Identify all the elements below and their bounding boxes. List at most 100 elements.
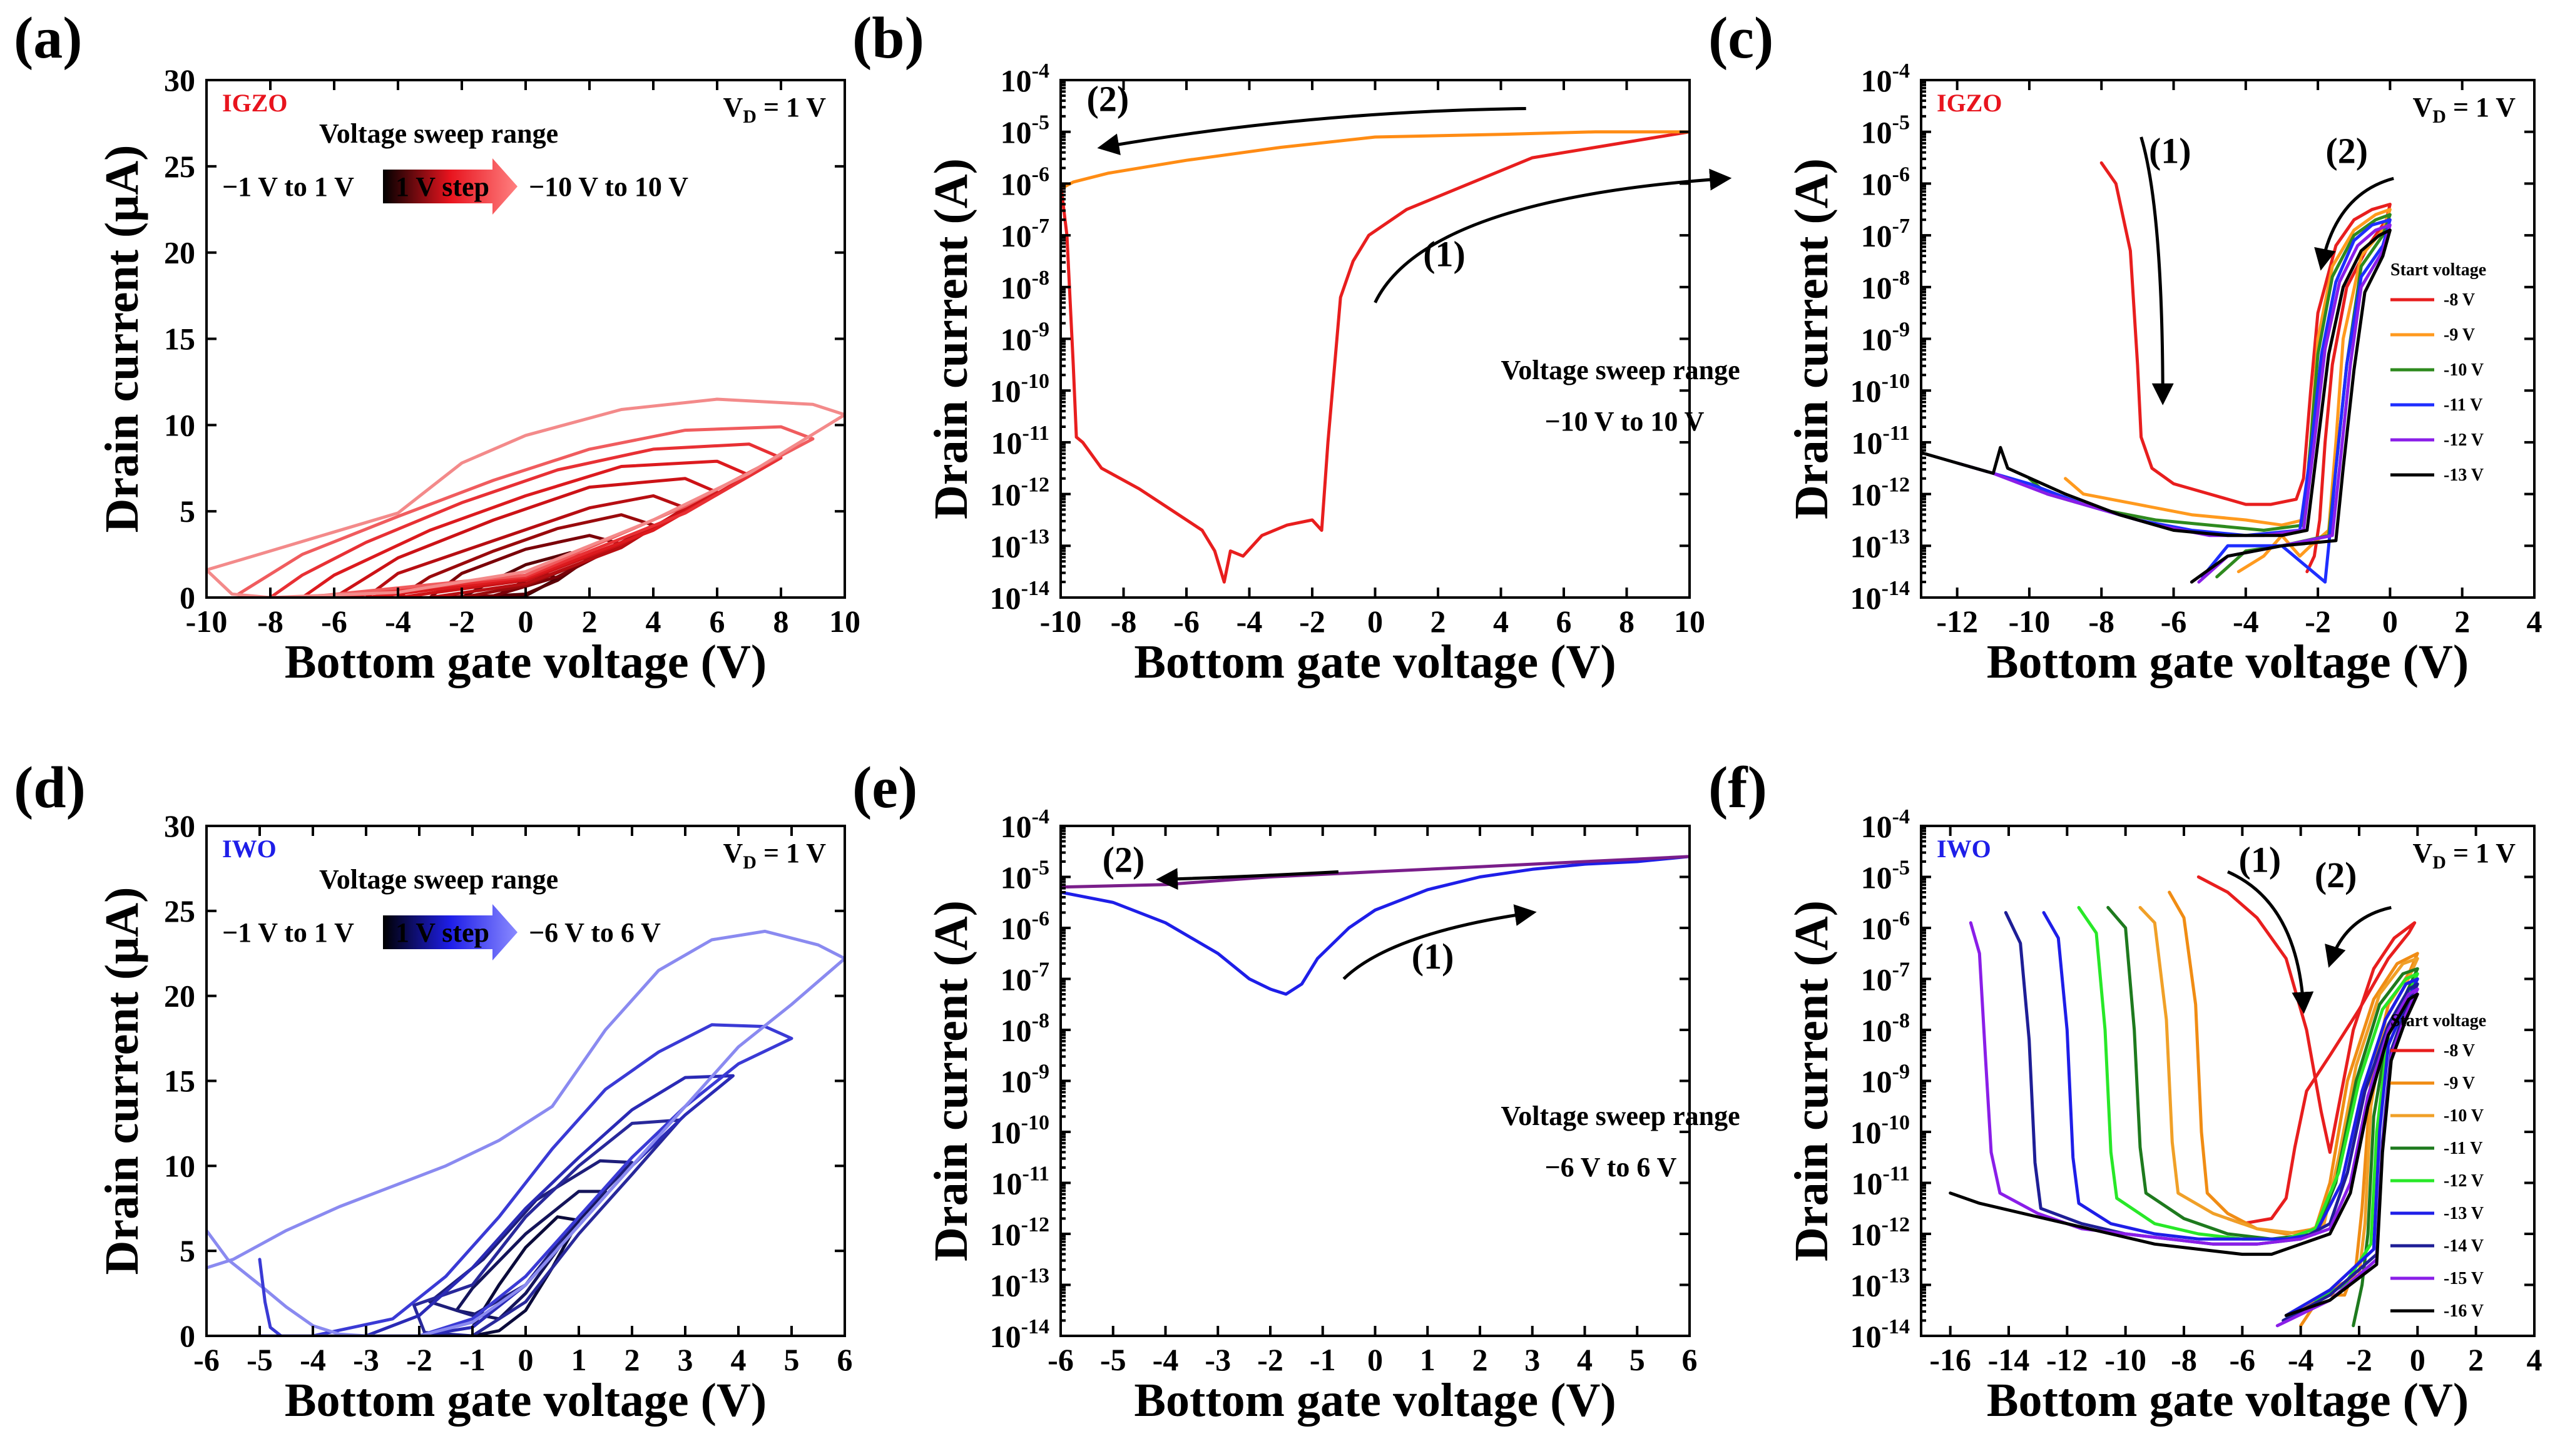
series-line-reverse [1061,130,1690,191]
legend-entry: -14 V [2444,1236,2484,1256]
x-tick-label: 6 [837,1342,853,1377]
y-tick-base: 10 [990,1319,1021,1354]
x-tick-label: 4 [1577,1342,1593,1377]
x-tick-label: 0 [1367,1342,1383,1377]
y-axis-title: Drain current (A) [925,158,977,519]
series-group [1061,855,1690,996]
y-tick-label: 10-7 [1861,215,1910,253]
y-tick-label: 10-6 [1861,907,1910,946]
x-tick-label: 0 [1367,604,1383,639]
y-tick-base: 10 [1001,63,1032,98]
sweep-to: −10 V to 10 V [529,171,688,202]
y-tick-label: 10-14 [1850,577,1910,616]
legend-entry: -12 V [2444,430,2484,450]
sweep-title: Voltage sweep range [319,864,558,895]
y-tick-base: 10 [990,529,1021,564]
series-group [1061,130,1690,584]
sweep-from: −1 V to 1 V [222,917,354,948]
series-line-9 [207,397,845,598]
y-tick-exponent: -14 [1882,1315,1910,1338]
sweep-direction-label: (1) [2239,839,2282,880]
legend-entry: -16 V [2444,1301,2484,1321]
panel-c: (c)-12 -10 -8 -6 -4 -2 0 2 410-1410-1310-1210-11… [1708,6,2542,688]
x-tick-label: -10 [186,604,228,639]
sweep-direction-label: (2) [2315,855,2357,895]
series-line--12V [1956,223,2392,584]
y-tick-label: 10-5 [1861,857,1910,895]
legend-entry: -10 V [2444,360,2484,380]
vd-subscript: D [2432,106,2446,127]
y-axis-title: Drain current (A) [1785,158,1838,519]
sweep-to: −6 V to 6 V [529,917,661,948]
y-tick-label: 10 [164,1148,195,1183]
sweep-direction-label: (1) [1423,234,1466,275]
y-tick-base: 10 [1852,425,1883,461]
legend-entry: -11 V [2444,1139,2483,1158]
y-tick-label: 10-6 [1001,163,1049,201]
x-tick-label: -2 [2305,604,2331,639]
y-tick-exponent: -11 [1883,422,1910,445]
series-line-6 [300,459,751,598]
x-tick-label: -16 [1929,1342,1971,1377]
drain-voltage-label: VD = 1 V [2412,838,2516,873]
legend-entry: -15 V [2444,1269,2484,1288]
x-tick-label: 4 [2527,604,2542,639]
y-tick-exponent: -11 [1883,1163,1910,1186]
y-tick-exponent: -4 [1892,805,1910,828]
x-tick-label: 10 [829,604,860,639]
y-tick-base: 10 [990,477,1021,512]
y-tick-exponent: -5 [1892,857,1910,880]
x-axis-title: Bottom gate voltage (V) [1134,1374,1616,1427]
y-tick-label: 10-12 [1850,474,1910,512]
y-tick-label: 10-8 [1861,1009,1910,1048]
x-tick-label: -5 [247,1342,273,1377]
vd-subscript: D [743,852,757,873]
panel-f: (f)-16 -14 -12 -10 -8 -6 -4 -2 0 2 410-1410-1310-1… [1708,755,2542,1427]
y-tick-base: 10 [1850,477,1882,512]
vd-subscript: D [2432,852,2446,873]
x-tick-label: -4 [1237,604,1263,639]
y-tick-exponent: -7 [1032,959,1049,982]
x-tick-label: -8 [1111,604,1137,639]
series-line--10V [2027,213,2392,579]
y-tick-label: 10-14 [1850,1315,1910,1354]
y-tick-label: 10-7 [1001,959,1049,997]
y-tick-label: 10-5 [1861,111,1910,150]
x-tick-label: -2 [406,1342,432,1377]
x-tick-label: -4 [300,1342,326,1377]
x-tick-label: 2 [582,604,598,639]
y-tick-base: 10 [990,374,1021,409]
x-tick-label: -3 [1205,1342,1231,1377]
y-tick-base: 10 [1850,581,1882,616]
y-tick-base: 10 [1001,860,1032,895]
y-tick-label: 10-6 [1861,163,1910,201]
y-tick-exponent: -6 [1032,907,1049,930]
y-tick-label: 10-14 [990,1315,1049,1354]
y-tick-exponent: -8 [1892,267,1910,290]
y-tick-base: 10 [1861,1013,1892,1048]
y-tick-exponent: -12 [1021,1213,1049,1236]
material-label: IWO [222,835,277,863]
vd-main: V [723,838,743,868]
y-tick-exponent: -9 [1892,1061,1910,1084]
y-tick-label: 10-12 [990,474,1049,512]
series-group [1949,875,2419,1328]
x-tick-label: -2 [1257,1342,1283,1377]
y-tick-base: 10 [991,1166,1022,1201]
direction-arrow-2 [1097,106,1526,156]
y-tick-exponent: -4 [1032,59,1049,83]
vd-rest: = 1 V [757,92,826,123]
legend-entry: -9 V [2444,325,2475,345]
x-tick-label: -5 [1100,1342,1126,1377]
panel-e: (e)-6 -5 -4 -3 -2 -1 0 1 2 3 4 5 610-1410-1310-1210-… [852,755,1740,1427]
x-tick-label: -8 [257,604,283,639]
sweep-step-label: 1 V step [395,171,489,202]
x-tick-label: -14 [1988,1342,2030,1377]
y-tick-base: 10 [1850,1115,1882,1150]
y-tick-exponent: -11 [1022,1163,1049,1186]
sweep-step-arrow [383,158,518,215]
x-tick-label: 6 [1556,604,1572,639]
y-tick-label: 10-5 [1001,857,1049,895]
y-tick-base: 10 [1861,166,1892,201]
y-tick-base: 10 [990,1115,1021,1150]
